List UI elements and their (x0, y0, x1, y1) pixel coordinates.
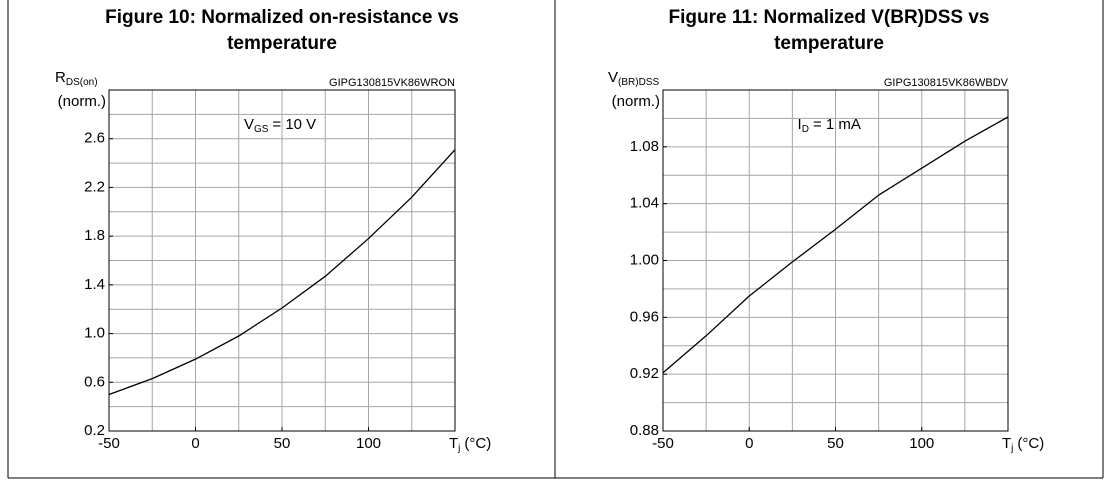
x-tick-label: 0 (745, 435, 753, 452)
x-tick-label: 100 (909, 435, 934, 452)
x-tick-label: 100 (356, 435, 381, 452)
x-tick-label: -50 (98, 435, 120, 452)
y-tick-label: 0.2 (84, 422, 105, 439)
annotation-text: = 1 mA (813, 116, 861, 133)
chart-title: temperature (774, 33, 884, 54)
x-tick-label: 0 (191, 435, 199, 452)
x-tick-label: 50 (274, 435, 291, 452)
y-tick-label: 1.00 (630, 251, 659, 268)
figure-code: GIPG130815VK86WBDV (884, 77, 1009, 89)
data-line (662, 116, 1009, 374)
data-line (108, 149, 456, 396)
figure-code: GIPG130815VK86WRON (329, 77, 455, 89)
y-axis-label-main: V (608, 69, 618, 86)
x-axis-label-main: T (449, 435, 458, 452)
x-tick-label: 50 (827, 435, 844, 452)
y-tick-label: 1.8 (84, 227, 105, 244)
annotation-sub: D (802, 124, 809, 135)
y-tick-label: 2.2 (84, 178, 105, 195)
y-tick-label: 0.6 (84, 373, 105, 390)
y-tick-label: 0.96 (630, 308, 659, 325)
x-axis-label-main: T (1002, 435, 1011, 452)
y-axis-label-unit: (norm.) (612, 93, 660, 110)
chart-title: Figure 10: Normalized on-resistance vs (105, 7, 459, 28)
y-axis-label-sub: DS(on) (66, 77, 98, 88)
annotation-main: I (798, 116, 802, 133)
y-axis-label-main: R (55, 69, 66, 86)
annotation-sub: GS (254, 124, 269, 135)
x-axis-label-unit: (°C) (464, 435, 491, 452)
y-tick-label: 0.88 (630, 422, 659, 439)
x-axis-label: Tj (°C) (1002, 435, 1044, 454)
x-tick-label: -50 (652, 435, 674, 452)
x-axis-label-unit: (°C) (1017, 435, 1044, 452)
annotation-main: V (244, 116, 254, 133)
y-tick-label: 1.0 (84, 325, 105, 342)
y-tick-label: 0.92 (630, 365, 659, 382)
y-axis-label-sub: (BR)DSS (618, 77, 659, 88)
y-axis-label: V(BR)DSS (608, 69, 659, 88)
y-axis-label-unit: (norm.) (58, 93, 106, 110)
chart-title: temperature (227, 33, 337, 54)
y-tick-label: 1.04 (630, 195, 659, 212)
x-axis-label-sub: j (1010, 443, 1013, 454)
x-axis-label: Tj (°C) (449, 435, 491, 454)
y-tick-label: 2.6 (84, 130, 105, 147)
chart-title: Figure 11: Normalized V(BR)DSS vs (669, 7, 990, 28)
x-axis-label-sub: j (457, 443, 460, 454)
annotation-text: = 10 V (272, 116, 316, 133)
y-tick-label: 1.4 (84, 276, 105, 293)
annotation: ID = 1 mA (798, 116, 861, 135)
annotation: VGS = 10 V (244, 116, 316, 135)
y-tick-label: 1.08 (630, 138, 659, 155)
y-axis-label: RDS(on) (55, 69, 98, 88)
